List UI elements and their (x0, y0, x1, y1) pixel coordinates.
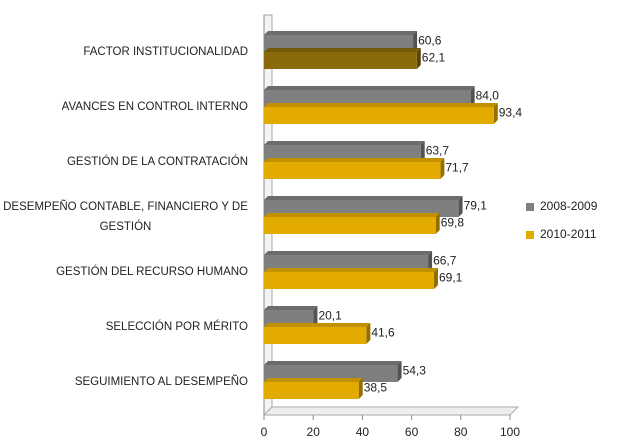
bar-top (264, 196, 463, 200)
bar (264, 217, 436, 234)
category-text: GESTIÓN DE LA CONTRATACIÓN (66, 156, 248, 168)
bar-side (397, 361, 402, 382)
bar-side (470, 86, 475, 107)
value-label: 66,7 (433, 254, 457, 268)
value-label: 62,1 (422, 51, 446, 65)
bar-side (420, 141, 425, 162)
bar-side (435, 213, 440, 234)
category-text: DESEMPEÑO CONTABLE, FINANCIERO Y DE GEST… (3, 201, 248, 233)
bar (264, 272, 434, 289)
value-label: 38,5 (364, 381, 388, 395)
category-label: SELECCIÓN POR MÉRITO (0, 307, 248, 347)
value-label: 41,6 (371, 326, 395, 340)
category-label: AVANCES EN CONTROL INTERNO (0, 87, 248, 127)
category-label: GESTIÓN DEL RECURSO HUMANO (0, 252, 248, 292)
category-text: AVANCES EN CONTROL INTERNO (61, 101, 248, 113)
bar (264, 200, 459, 217)
bar-top (264, 31, 418, 35)
bar-side (358, 378, 363, 399)
bar-side (458, 196, 463, 217)
legend-swatch (526, 203, 534, 211)
bar-top (264, 323, 371, 327)
bar-side (366, 323, 371, 344)
value-label: 69,1 (439, 271, 463, 285)
legend-label: 2010-2011 (540, 227, 597, 241)
value-label: 20,1 (318, 309, 342, 323)
floor (262, 406, 520, 416)
bar-side (493, 103, 498, 124)
bar (264, 365, 398, 382)
value-label: 84,0 (476, 89, 500, 103)
x-tick-label: 80 (454, 425, 468, 439)
category-label: GESTIÓN DE LA CONTRATACIÓN (0, 142, 248, 182)
bar-top (264, 251, 433, 255)
x-tick-label: 60 (405, 425, 419, 439)
category-text: SELECCIÓN POR MÉRITO (105, 321, 248, 333)
bar (264, 107, 494, 124)
value-label: 69,8 (441, 216, 465, 230)
category-label: SEGUIMIENTO AL DESEMPEÑO (0, 362, 248, 402)
bar (264, 52, 417, 69)
bar-top (264, 158, 445, 162)
x-tick-label: 100 (500, 425, 520, 439)
bar-top (264, 86, 475, 90)
value-label: 63,7 (426, 144, 450, 158)
bar (264, 35, 414, 52)
bar (264, 145, 421, 162)
bar (264, 310, 314, 327)
legend-label: 2008-2009 (540, 199, 598, 213)
category-label: DESEMPEÑO CONTABLE, FINANCIERO Y DE GEST… (0, 197, 248, 237)
value-label: 54,3 (403, 364, 427, 378)
value-label: 79,1 (464, 199, 488, 213)
bar-top (264, 361, 402, 365)
x-tick-label: 20 (307, 425, 321, 439)
category-label: FACTOR INSTITUCIONALIDAD (0, 32, 248, 72)
x-tick-label: 0 (261, 425, 268, 439)
category-text: GESTIÓN DEL RECURSO HUMANO (56, 266, 248, 278)
bar-top (264, 103, 498, 107)
bar (264, 382, 359, 399)
bar-side (440, 158, 445, 179)
bar-top (264, 48, 421, 52)
bar-side (416, 48, 421, 69)
bar-side (313, 306, 318, 327)
x-tick-label: 40 (356, 425, 370, 439)
value-label: 60,6 (418, 34, 442, 48)
value-label: 93,4 (499, 106, 523, 120)
category-text: SEGUIMIENTO AL DESEMPEÑO (74, 376, 248, 388)
value-label: 71,7 (445, 161, 469, 175)
bar-top (264, 213, 440, 217)
bar-top (264, 268, 438, 272)
bar (264, 90, 471, 107)
bar-side (413, 31, 418, 52)
legend-swatch (526, 231, 534, 239)
bar-top (264, 378, 363, 382)
bar-side (433, 268, 438, 289)
bar-top (264, 141, 425, 145)
bar (264, 327, 367, 344)
bar (264, 162, 441, 179)
bar-top (264, 306, 318, 310)
category-text: FACTOR INSTITUCIONALIDAD (83, 46, 248, 58)
bar-side (428, 251, 433, 272)
bar (264, 255, 429, 272)
